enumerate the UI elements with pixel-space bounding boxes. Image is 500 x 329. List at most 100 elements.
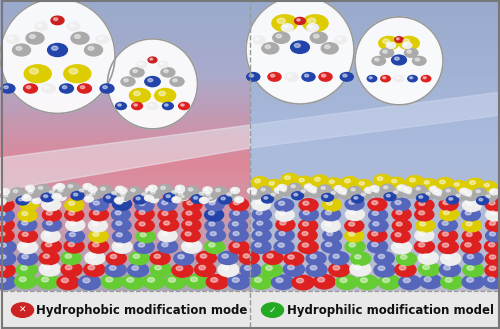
Circle shape [164, 193, 176, 202]
Circle shape [178, 192, 183, 195]
Circle shape [209, 197, 212, 199]
Circle shape [134, 104, 138, 106]
Circle shape [356, 275, 378, 290]
Circle shape [142, 193, 146, 196]
Circle shape [158, 61, 168, 68]
Circle shape [24, 65, 51, 83]
Circle shape [392, 241, 411, 254]
Circle shape [218, 251, 238, 265]
Circle shape [444, 266, 450, 270]
Circle shape [340, 73, 353, 81]
Circle shape [106, 277, 112, 282]
Circle shape [144, 195, 154, 201]
Circle shape [146, 196, 149, 198]
Circle shape [408, 76, 417, 82]
Circle shape [410, 178, 416, 182]
Circle shape [164, 275, 186, 289]
Circle shape [296, 278, 304, 283]
Circle shape [252, 198, 270, 211]
Circle shape [372, 188, 385, 197]
Circle shape [490, 255, 496, 259]
Circle shape [66, 230, 84, 242]
Circle shape [349, 243, 356, 247]
Circle shape [415, 229, 434, 241]
Circle shape [230, 188, 239, 193]
Circle shape [454, 192, 466, 201]
Circle shape [196, 190, 210, 200]
Circle shape [202, 199, 204, 200]
Circle shape [112, 198, 132, 210]
Circle shape [57, 194, 66, 200]
Circle shape [54, 195, 56, 196]
Circle shape [444, 255, 451, 259]
Circle shape [451, 181, 467, 191]
Circle shape [160, 63, 163, 65]
Circle shape [489, 201, 495, 205]
Circle shape [292, 192, 304, 200]
Circle shape [139, 202, 145, 206]
Circle shape [145, 77, 160, 87]
Circle shape [88, 186, 97, 192]
Circle shape [65, 265, 72, 270]
Circle shape [440, 252, 460, 265]
Circle shape [350, 262, 371, 276]
Circle shape [35, 22, 48, 31]
Circle shape [161, 187, 166, 190]
Circle shape [0, 202, 5, 206]
Circle shape [314, 34, 319, 38]
Circle shape [285, 73, 298, 81]
Circle shape [488, 243, 495, 247]
Circle shape [263, 251, 283, 264]
Circle shape [291, 185, 296, 188]
Circle shape [374, 263, 395, 277]
Circle shape [486, 229, 500, 242]
Circle shape [239, 251, 259, 265]
Circle shape [158, 185, 172, 194]
Circle shape [322, 199, 342, 211]
Circle shape [186, 186, 200, 195]
Circle shape [311, 175, 329, 187]
Circle shape [50, 191, 54, 194]
Circle shape [68, 22, 80, 31]
Circle shape [160, 218, 178, 231]
Circle shape [490, 232, 496, 236]
Circle shape [416, 219, 435, 232]
Circle shape [109, 190, 123, 199]
Circle shape [172, 197, 181, 203]
Circle shape [234, 211, 239, 215]
Circle shape [110, 254, 116, 259]
Circle shape [243, 254, 250, 258]
Circle shape [20, 198, 38, 211]
Circle shape [64, 240, 84, 253]
Circle shape [129, 252, 149, 265]
Circle shape [251, 240, 271, 253]
Circle shape [252, 192, 256, 195]
Circle shape [461, 240, 481, 253]
Circle shape [42, 84, 56, 93]
Circle shape [406, 176, 424, 188]
Circle shape [182, 196, 184, 197]
Circle shape [32, 198, 41, 204]
Circle shape [90, 188, 92, 189]
Circle shape [321, 187, 326, 190]
Circle shape [137, 61, 147, 68]
Circle shape [410, 77, 412, 79]
Circle shape [116, 233, 122, 237]
Circle shape [415, 199, 434, 212]
Circle shape [466, 201, 472, 206]
Circle shape [139, 211, 145, 215]
Circle shape [278, 185, 286, 190]
Circle shape [345, 220, 364, 232]
Circle shape [466, 178, 484, 190]
Circle shape [382, 77, 386, 79]
Circle shape [150, 263, 172, 276]
Circle shape [30, 35, 36, 38]
Circle shape [383, 39, 390, 43]
Circle shape [442, 221, 448, 225]
Circle shape [0, 189, 10, 194]
Circle shape [404, 190, 417, 198]
Circle shape [354, 265, 361, 269]
Circle shape [0, 264, 15, 277]
Circle shape [44, 86, 49, 89]
Circle shape [30, 68, 38, 74]
